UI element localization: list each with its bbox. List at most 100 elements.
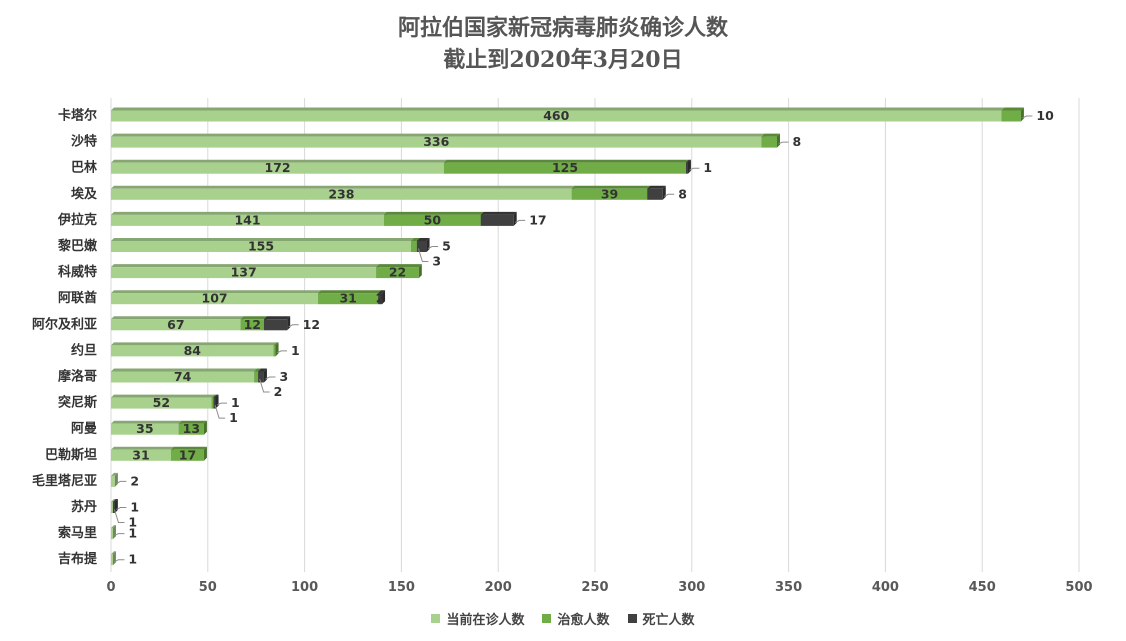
data-label: 238 [328, 186, 354, 201]
y-category-label: 吉布提 [58, 551, 98, 567]
y-category-label: 巴林 [71, 160, 97, 176]
bar-segment [258, 371, 264, 383]
bar-top-face [111, 133, 765, 137]
data-label: 39 [601, 186, 618, 201]
data-label: 460 [543, 108, 569, 123]
data-label: 17 [529, 212, 546, 227]
bar-segment [178, 423, 204, 435]
data-label: 1 [229, 410, 238, 425]
bar-segment [111, 267, 377, 279]
bar-segment [111, 345, 274, 357]
data-label: 141 [234, 212, 260, 227]
leader-line [114, 559, 125, 563]
bar-segment [111, 293, 319, 305]
legend: 当前在诊人数 治愈人数 死亡人数 [0, 609, 1126, 628]
data-label: 107 [202, 291, 228, 306]
leader-line [1022, 115, 1033, 119]
bar-segment [111, 475, 115, 487]
bar-segment [211, 397, 214, 409]
bar-segment [480, 214, 514, 226]
x-tick-label: 50 [199, 580, 217, 595]
data-label: 1 [231, 395, 240, 410]
bar-top-face [383, 211, 484, 215]
chart-subtitle: 截止到2020年3月20日 [443, 47, 683, 73]
legend-label-active: 当前在诊人数 [446, 613, 525, 628]
bar-segment [443, 162, 686, 174]
bar-segment [254, 371, 259, 383]
bar-side-face [382, 290, 386, 305]
bar-segment [111, 214, 384, 226]
bar-top-face [213, 394, 219, 398]
bar-segment [111, 136, 762, 148]
data-label: 2 [130, 473, 139, 488]
data-label: 12 [244, 317, 261, 332]
bar-top-face [111, 159, 447, 163]
bar-segment [111, 371, 255, 383]
bar-segment [213, 397, 216, 409]
bar-top-face [111, 107, 1005, 111]
data-label: 1 [703, 160, 712, 175]
x-tick-label: 100 [291, 580, 318, 595]
y-category-label: 卡塔尔 [58, 108, 97, 124]
leader-line [259, 378, 270, 393]
legend-item-recovered: 治愈人数 [542, 609, 610, 628]
bar-top-face [111, 264, 380, 268]
bar-top-face [111, 342, 277, 346]
data-label: 3 [432, 254, 441, 269]
bar-top-face [171, 446, 207, 450]
bar-segment [1001, 110, 1021, 122]
data-label: 17 [179, 447, 196, 462]
bar-segment [378, 293, 383, 305]
y-category-label: 毛里塔尼亚 [32, 473, 97, 489]
x-tick-label: 450 [969, 580, 996, 595]
bar-top-face [111, 290, 322, 294]
data-label: 50 [424, 212, 442, 227]
x-tick-label: 250 [581, 580, 608, 595]
bar-segment [273, 345, 276, 357]
y-category-label: 苏丹 [71, 499, 97, 515]
bar-segment [111, 188, 572, 200]
data-label: 35 [136, 421, 153, 436]
bar-segment [111, 423, 179, 435]
bar-top-face [273, 342, 279, 346]
data-label: 84 [184, 343, 202, 358]
y-category-label: 埃及 [71, 186, 98, 202]
x-tick-label: 400 [872, 580, 899, 595]
data-label: 31 [132, 447, 149, 462]
y-category-label: 约旦 [71, 342, 97, 358]
leader-line [689, 167, 700, 171]
y-category-label: 沙特 [71, 134, 97, 150]
y-category-label: 科威特 [58, 264, 97, 280]
x-tick-label: 500 [1065, 580, 1092, 595]
bar-side-face [203, 420, 207, 435]
data-label: 22 [389, 265, 406, 280]
legend-label-deaths: 死亡人数 [642, 613, 695, 628]
data-label: 1 [128, 552, 137, 567]
data-label: 1 [128, 515, 137, 530]
legend-swatch-recovered [542, 614, 552, 623]
data-label: 13 [183, 421, 200, 436]
bar-segment [111, 502, 113, 513]
bar-top-face [685, 159, 691, 163]
bar-segment [111, 449, 172, 461]
bar-top-face [263, 316, 291, 320]
bar-top-face [240, 316, 267, 320]
data-label: 336 [423, 134, 449, 149]
bar-top-face [416, 238, 430, 241]
bar-segment [383, 214, 481, 226]
data-label: 125 [552, 160, 578, 175]
data-label: 2 [274, 384, 283, 399]
bar-segment [111, 241, 412, 252]
bar-top-face [378, 290, 386, 294]
leader-line [514, 219, 526, 223]
y-category-label: 阿曼 [71, 422, 97, 437]
bar-top-face [111, 446, 175, 450]
y-category-label: 巴勒斯坦 [45, 447, 97, 463]
y-category-label: 突尼斯 [58, 395, 97, 411]
y-category-label: 索马里 [58, 525, 97, 541]
leader-line [265, 376, 276, 380]
leader-line [114, 533, 125, 537]
bar-segment [571, 188, 648, 200]
